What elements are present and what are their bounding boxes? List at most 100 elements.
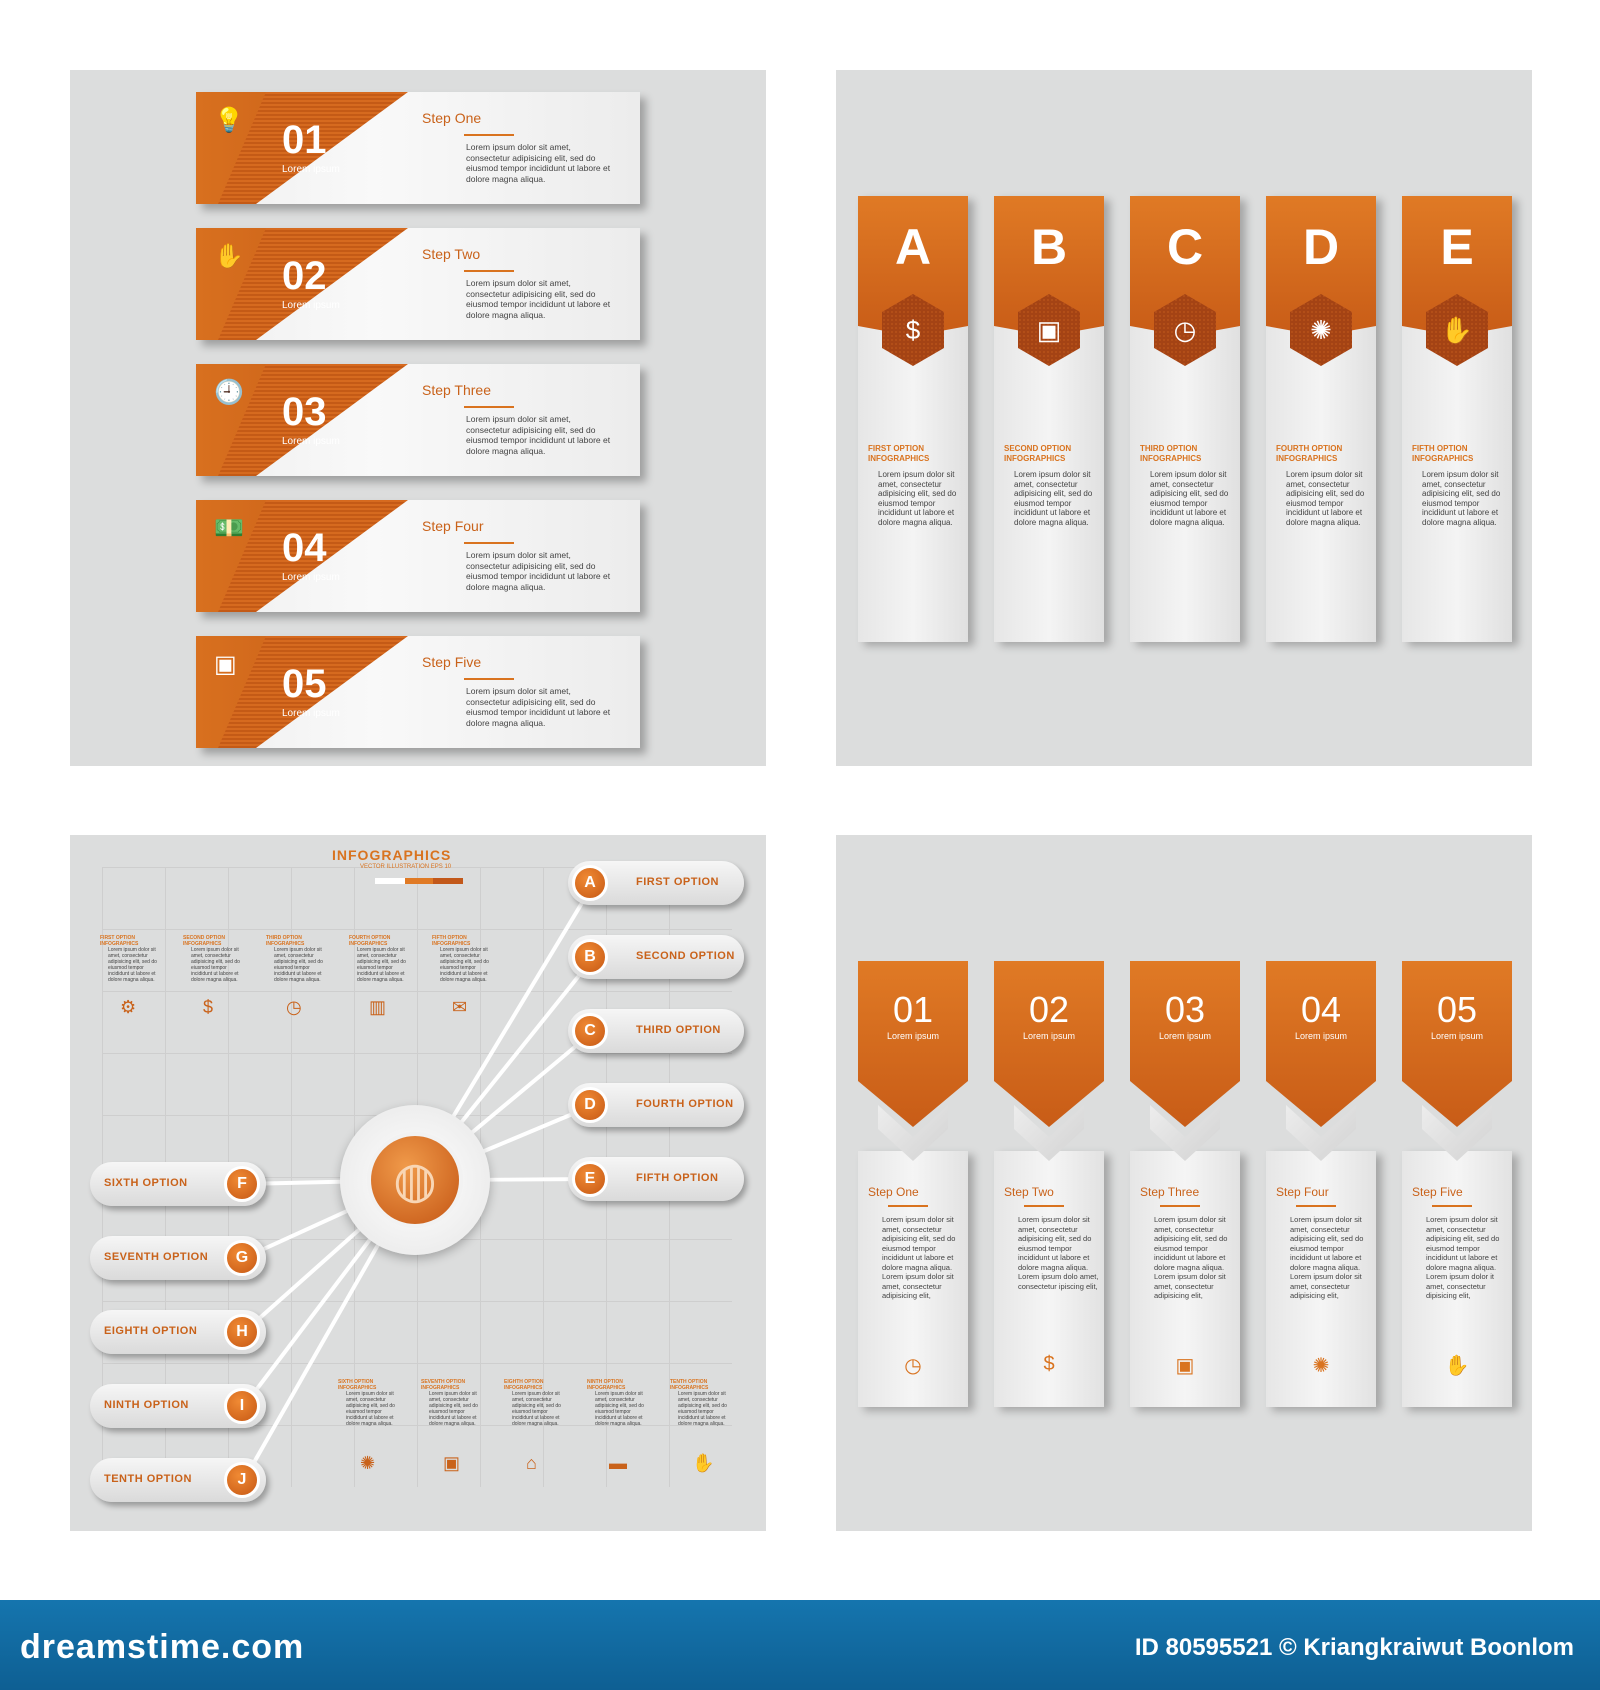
option-pill-left[interactable]: H EIGHTH OPTION [90, 1310, 266, 1354]
step-number: 04 [1300, 989, 1342, 1030]
mini-info: FOURTH OPTION INFOGRAPHICS Lorem ipsum do… [349, 935, 413, 983]
mini-body: Lorem ipsum dolor sit amet, consectetur … [440, 947, 489, 983]
step-number: 02 [1028, 989, 1070, 1030]
column-header [994, 961, 1104, 1127]
option-body: Lorem ipsum dolor sit amet, consectetur … [1286, 470, 1365, 527]
mini-info: EIGHTH OPTION INFOGRAPHICS Lorem ipsum do… [504, 1379, 568, 1427]
option-label: FIFTH OPTION [636, 1172, 719, 1184]
step-subtitle: Lorem ipsum [282, 436, 340, 447]
option-pill-left[interactable]: I NINTH OPTION [90, 1384, 266, 1428]
option-pill-left[interactable]: J TENTH OPTION [90, 1458, 266, 1502]
option-heading: THIRD OPTION INFOGRAPHICS [1140, 444, 1202, 463]
mini-info: SECOND OPTION INFOGRAPHICS Lorem ipsum do… [183, 935, 247, 983]
option-pill-right[interactable]: C THIRD OPTION [568, 1009, 744, 1053]
option-heading: FIFTH OPTION INFOGRAPHICS [1412, 444, 1474, 463]
option-body: Lorem ipsum dolor sit amet, consectetur … [1422, 470, 1501, 527]
footer-bar: dreamstime.com ID 80595521 © Kriangkraiw… [0, 1600, 1600, 1690]
column-header [858, 961, 968, 1127]
option-body: Lorem ipsum dolor sit amet, consectetur … [878, 470, 957, 527]
chat-bubble-icon: ▬ [609, 1453, 627, 1473]
mini-body: Lorem ipsum dolor sit amet, consectetur … [191, 947, 240, 983]
meeting-icon: ▣ [443, 1453, 461, 1473]
mini-body: Lorem ipsum dolor sit amet, consectetur … [678, 1391, 727, 1427]
mini-heading: EIGHTH OPTION INFOGRAPHICS [504, 1379, 544, 1391]
option-pill-right[interactable]: D FOURTH OPTION [568, 1083, 744, 1127]
step-number: 01 [892, 989, 934, 1030]
steps-panel: 💡 01 Lorem ipsum Step One Lorem ipsum dolor … [70, 70, 766, 766]
hand-money-icon: ✋ [692, 1453, 715, 1473]
title-underline [1160, 1205, 1200, 1207]
lightbulb-icon: ✺ [360, 1453, 376, 1473]
mini-heading: TENTH OPTION INFOGRAPHICS [670, 1379, 709, 1391]
option-letter-badge: G [224, 1240, 260, 1276]
clock-icon: 🕘 [214, 379, 244, 406]
title-underline [464, 270, 514, 272]
option-column: A $ FIRST OPTION INFOGRAPHICS Lorem ipsum d… [858, 196, 968, 642]
mini-body: Lorem ipsum dolor sit amet, consectetur … [274, 947, 323, 983]
step-title: Step One [422, 110, 482, 126]
home-icon: ⌂ [526, 1453, 537, 1473]
mini-body: Lorem ipsum dolor sit amet, consectetur … [595, 1391, 644, 1427]
step-title: Step Five [422, 654, 482, 670]
mini-body: Lorem ipsum dolor sit amet, consectetur … [108, 947, 157, 983]
hand-money-icon: ✋ [214, 243, 244, 270]
step-body: Lorem ipsum dolor sit amet, consectetur … [1154, 1215, 1228, 1300]
column-background [1402, 1151, 1512, 1407]
step-body: Lorem ipsum dolor sit amet, consectetur … [882, 1215, 956, 1300]
option-letter-badge: F [224, 1166, 260, 1202]
mini-heading: FIRST OPTION INFOGRAPHICS [100, 935, 139, 947]
step-card: 🕘 03 Lorem ipsum Step Three Lorem ipsum dolo… [196, 364, 640, 476]
column-header [1402, 961, 1512, 1127]
title-underline [464, 678, 514, 680]
lightbulb-icon: 💡 [214, 107, 244, 134]
lightbulb-icon: ✺ [1312, 1355, 1330, 1377]
option-pill-left[interactable]: F SIXTH OPTION [90, 1162, 266, 1206]
option-letter-badge: B [572, 939, 608, 975]
hand-money-icon: ✋ [1426, 294, 1488, 366]
option-pill-right[interactable]: E FIFTH OPTION [568, 1157, 744, 1201]
mini-heading: SEVENTH OPTION INFOGRAPHICS [421, 1379, 466, 1391]
option-column: B ▣ SECOND OPTION INFOGRAPHICS Lorem ipsum … [994, 196, 1104, 642]
brand-logo[interactable]: dreamstime.com [20, 1628, 305, 1666]
option-letter-badge: C [572, 1013, 608, 1049]
option-pill-right[interactable]: A FIRST OPTION [568, 861, 744, 905]
step-title: Step Four [422, 518, 484, 534]
title-underline [464, 406, 514, 408]
step-card: 💡 01 Lorem ipsum Step One Lorem ipsum dolor … [196, 92, 640, 204]
option-column: E ✋ FIFTH OPTION INFOGRAPHICS Lorem ipsum d… [1402, 196, 1512, 642]
step-body: Lorem ipsum dolor sit amet, consectetur … [466, 550, 611, 592]
option-pill-right[interactable]: B SECOND OPTION [568, 935, 744, 979]
mini-heading: NINTH OPTION INFOGRAPHICS [587, 1379, 626, 1391]
option-pill-left[interactable]: G SEVENTH OPTION [90, 1236, 266, 1280]
title-underline [464, 134, 514, 136]
option-letter: B [1030, 219, 1068, 275]
mini-info: SIXTH OPTION INFOGRAPHICS Lorem ipsum dol… [338, 1379, 402, 1427]
step-number: 02 [282, 254, 327, 298]
mini-info: TENTH OPTION INFOGRAPHICS Lorem ipsum dol… [670, 1379, 734, 1427]
option-letter: A [894, 219, 932, 275]
step-column: 01 Lorem ipsum Step One Lorem ipsum dolor s… [858, 961, 968, 1407]
option-letter-badge: I [224, 1388, 260, 1424]
lightbulb-icon: ✺ [1290, 294, 1352, 366]
option-label: THIRD OPTION [636, 1024, 721, 1036]
option-label: FIRST OPTION [636, 876, 719, 888]
envelope-icon: ✉ [452, 997, 468, 1017]
option-column: D ✺ FOURTH OPTION INFOGRAPHICS Lorem ipsum … [1266, 196, 1376, 642]
step-subtitle: Lorem ipsum [1430, 1031, 1484, 1041]
mini-heading: FIFTH OPTION INFOGRAPHICS [432, 935, 471, 947]
step-card: ✋ 02 Lorem ipsum Step Two Lorem ipsum dolor … [196, 228, 640, 340]
step-title: Step Two [422, 246, 481, 262]
step-body: Lorem ipsum dolor sit amet, consectetur … [1290, 1215, 1364, 1300]
mini-body: Lorem ipsum dolor sit amet, consectetur … [346, 1391, 395, 1427]
step-number: 03 [282, 390, 327, 434]
column-background [994, 1151, 1104, 1407]
mini-info: SEVENTH OPTION INFOGRAPHICS Lorem ipsum d… [421, 1379, 485, 1427]
step-subtitle: Lorem ipsum [282, 572, 340, 583]
mini-body: Lorem ipsum dolor sit amet, consectetur … [429, 1391, 478, 1427]
option-label: SEVENTH OPTION [104, 1251, 209, 1263]
step-body: Lorem ipsum dolor sit amet, consectetur … [466, 142, 611, 184]
mini-info: THIRD OPTION INFOGRAPHICS Lorem ipsum dol… [266, 935, 330, 983]
step-number: 04 [282, 526, 327, 570]
option-label: NINTH OPTION [104, 1399, 189, 1411]
title-bar-segment [375, 878, 405, 884]
